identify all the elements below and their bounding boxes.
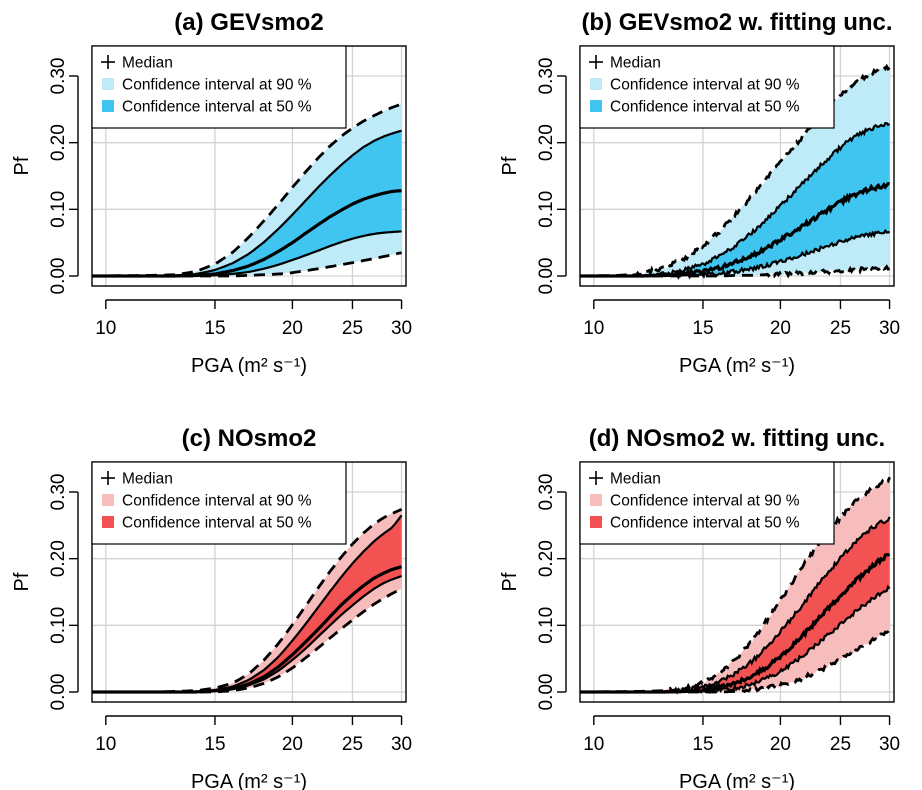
median-line bbox=[580, 552, 891, 695]
legend-ci50-swatch bbox=[102, 516, 114, 528]
x-tick-label: 20 bbox=[282, 734, 303, 755]
x-tick-label: 15 bbox=[204, 318, 225, 339]
x-tick-label: 10 bbox=[95, 318, 116, 339]
ci90-upper-line bbox=[92, 102, 403, 278]
y-tick-label: 0.20 bbox=[536, 124, 557, 161]
legend-box bbox=[579, 461, 835, 545]
ci50-band bbox=[92, 515, 402, 692]
y-tick-label: 0.00 bbox=[536, 674, 557, 711]
y-tick-label: 0.30 bbox=[536, 58, 557, 95]
legend-entry: Confidence interval at 90 % bbox=[122, 77, 312, 94]
y-tick-label: 0.30 bbox=[48, 474, 69, 511]
legend-entry: Median bbox=[122, 55, 173, 72]
chart-panel-a: 10 15 20 25 30 PGA (m² s⁻¹) 0.00 0.10 0.20 0.30 Pf… bbox=[11, 9, 412, 377]
y-tick-label: 0.00 bbox=[536, 258, 557, 295]
legend-box bbox=[579, 45, 835, 129]
legend-entry: Confidence interval at 90 % bbox=[122, 493, 312, 510]
x-tick-label: 20 bbox=[770, 318, 791, 339]
y-axis-label: Pf bbox=[11, 572, 33, 591]
y-axis-label: Pf bbox=[499, 572, 521, 591]
x-tick-label: 20 bbox=[282, 318, 303, 339]
x-tick-label: 25 bbox=[342, 318, 363, 339]
x-tick-label: 30 bbox=[879, 734, 900, 755]
x-tick-label: 30 bbox=[879, 318, 900, 339]
legend-box bbox=[91, 45, 347, 129]
y-axis-label: Pf bbox=[11, 156, 33, 175]
x-tick-label: 30 bbox=[391, 318, 412, 339]
chart-panel-b: 10 15 20 25 30 PGA (m² s⁻¹) 0.00 0.10 0.20 0.30 Pf… bbox=[499, 9, 900, 377]
chart-panel-c: 10 15 20 25 30 PGA (m² s⁻¹) 0.00 0.10 0.20 0.30 Pf… bbox=[11, 425, 412, 790]
x-axis-label: PGA (m² s⁻¹) bbox=[679, 771, 795, 790]
chart-title: (a) GEVsmo2 bbox=[174, 9, 323, 36]
y-axis-label: Pf bbox=[499, 156, 521, 175]
ci50-band bbox=[580, 123, 890, 277]
x-tick-label: 25 bbox=[830, 318, 851, 339]
y-tick-label: 0.10 bbox=[536, 191, 557, 228]
chart-title: (c) NOsmo2 bbox=[182, 425, 317, 452]
ci90-lower-line bbox=[92, 251, 402, 278]
x-tick-label: 15 bbox=[692, 318, 713, 339]
y-tick-label: 0.30 bbox=[536, 474, 557, 511]
legend: Median Confidence interval at 90 % Confide… bbox=[91, 45, 347, 129]
y-tick-label: 0.20 bbox=[48, 124, 69, 161]
legend-ci90-swatch bbox=[102, 494, 114, 506]
y-tick-label: 0.00 bbox=[48, 258, 69, 295]
x-tick-label: 15 bbox=[204, 734, 225, 755]
chart-panel-d: 10 15 20 25 30 PGA (m² s⁻¹) 0.00 0.10 0.20 0.30 Pf… bbox=[499, 425, 900, 790]
legend: Median Confidence interval at 90 % Confide… bbox=[91, 461, 347, 545]
legend: Median Confidence interval at 90 % Confide… bbox=[579, 461, 835, 545]
x-tick-label: 20 bbox=[770, 734, 791, 755]
ci90-lower-line bbox=[580, 263, 891, 279]
legend-entry: Confidence interval at 90 % bbox=[610, 77, 800, 94]
x-tick-label: 25 bbox=[830, 734, 851, 755]
y-tick-label: 0.10 bbox=[48, 191, 69, 228]
y-tick-label: 0.10 bbox=[536, 607, 557, 644]
x-tick-label: 15 bbox=[692, 734, 713, 755]
ci50-band bbox=[92, 130, 402, 276]
x-axis-label: PGA (m² s⁻¹) bbox=[191, 771, 307, 790]
legend-ci50-swatch bbox=[102, 100, 114, 112]
ci90-upper-line bbox=[580, 476, 891, 694]
legend-ci50-swatch bbox=[590, 100, 602, 112]
ci90-upper-line bbox=[580, 63, 891, 278]
legend-ci90-swatch bbox=[102, 78, 114, 90]
legend-entry: Median bbox=[610, 55, 661, 72]
legend-entry: Confidence interval at 90 % bbox=[610, 493, 800, 510]
x-axis-label: PGA (m² s⁻¹) bbox=[679, 355, 795, 377]
chart-title: (d) NOsmo2 w. fitting unc. bbox=[589, 425, 885, 452]
y-tick-label: 0.20 bbox=[536, 540, 557, 577]
legend-ci90-swatch bbox=[590, 494, 602, 506]
legend-entry: Confidence interval at 50 % bbox=[610, 99, 800, 116]
legend-ci90-swatch bbox=[590, 78, 602, 90]
x-axis-label: PGA (m² s⁻¹) bbox=[191, 355, 307, 377]
median-line bbox=[92, 189, 402, 278]
ci90-lower-line bbox=[580, 628, 891, 694]
median-line bbox=[580, 181, 890, 280]
y-tick-label: 0.30 bbox=[48, 58, 69, 95]
y-tick-label: 0.10 bbox=[48, 607, 69, 644]
chart-title: (b) GEVsmo2 w. fitting unc. bbox=[581, 9, 892, 36]
x-tick-label: 10 bbox=[583, 318, 604, 339]
legend-entry: Confidence interval at 50 % bbox=[122, 515, 312, 532]
legend-ci50-swatch bbox=[590, 516, 602, 528]
y-tick-label: 0.00 bbox=[48, 674, 69, 711]
x-tick-label: 25 bbox=[342, 734, 363, 755]
ci90-lower-line bbox=[92, 587, 403, 694]
legend: Median Confidence interval at 90 % Confide… bbox=[579, 45, 835, 129]
x-tick-label: 30 bbox=[391, 734, 412, 755]
x-tick-label: 10 bbox=[583, 734, 604, 755]
ci50-band bbox=[580, 516, 890, 693]
legend-entry: Median bbox=[610, 471, 661, 488]
median-line bbox=[92, 565, 403, 694]
legend-entry: Confidence interval at 50 % bbox=[610, 515, 800, 532]
legend-entry: Median bbox=[122, 471, 173, 488]
legend-entry: Confidence interval at 50 % bbox=[122, 99, 312, 116]
x-tick-label: 10 bbox=[95, 734, 116, 755]
y-tick-label: 0.20 bbox=[48, 540, 69, 577]
legend-box bbox=[91, 461, 347, 545]
